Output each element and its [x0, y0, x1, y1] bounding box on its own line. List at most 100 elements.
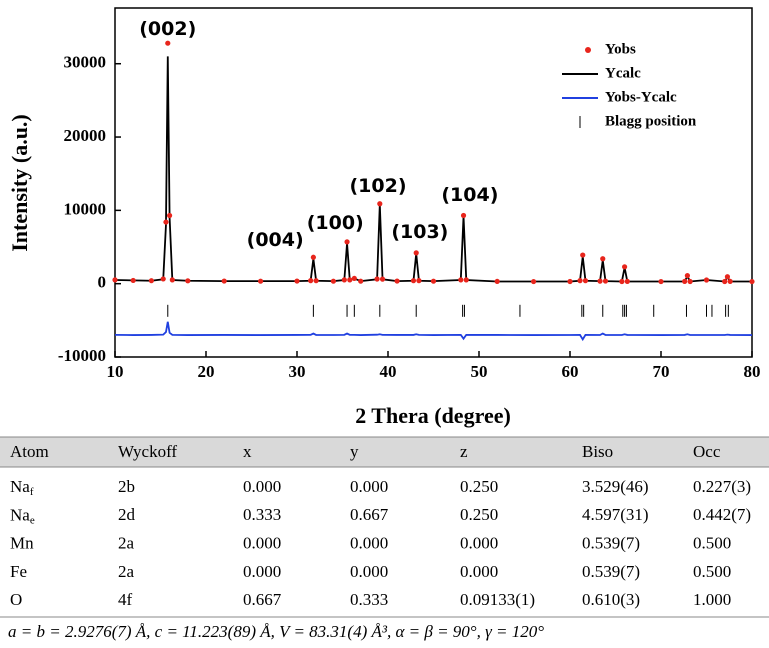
obs-point [602, 278, 609, 284]
x-tick-label: 40 [380, 362, 397, 381]
x-tick-label: 60 [562, 362, 579, 381]
obs-point [687, 278, 693, 285]
obs-point [130, 277, 136, 284]
x-axis-label: 2 Thera (degree) [355, 403, 511, 428]
legend-label: Yobs [605, 41, 636, 57]
obs-point [308, 278, 314, 284]
obs-point [430, 278, 437, 284]
obs-point [724, 274, 731, 280]
obs-point [582, 278, 589, 284]
x-tick-label: 50 [471, 362, 488, 381]
obs-point [580, 252, 586, 258]
y-tick-label: 20000 [64, 126, 107, 145]
y-tick-label: 0 [98, 273, 107, 292]
x-tick-label: 10 [107, 362, 124, 381]
cell-subscript: f [30, 486, 34, 498]
table-cell: 0.539(7) [582, 562, 640, 581]
obs-point [347, 277, 353, 283]
table-cell: Nae [10, 505, 35, 526]
table-header-cell: y [350, 442, 359, 461]
table-cell: 2b [118, 477, 135, 496]
table-cell: 4f [118, 590, 133, 609]
x-tick-label: 70 [653, 362, 670, 381]
series-line [114, 321, 753, 342]
cell-subscript: e [30, 514, 35, 526]
obs-point [185, 278, 191, 284]
obs-point [169, 277, 175, 283]
legend-label: Ycalc [605, 65, 641, 81]
table-cell: 0.500 [693, 534, 731, 553]
obs-point [344, 239, 350, 245]
obs-point [682, 278, 688, 285]
obs-point [727, 278, 733, 285]
table-cell: 0.000 [243, 534, 281, 553]
table-cell: 0.250 [460, 505, 498, 524]
table-cell: 3.529(46) [582, 477, 649, 496]
table-cell: 0.500 [693, 562, 731, 581]
table-cell: 0.000 [350, 534, 388, 553]
obs-point [577, 278, 583, 284]
x-tick-label: 20 [198, 362, 215, 381]
obs-point [377, 201, 383, 207]
obs-point [624, 278, 630, 285]
obs-point [619, 278, 625, 285]
table-cell: 0.667 [350, 505, 389, 524]
table-cell: 0.000 [350, 477, 388, 496]
peak-annotation: (103) [391, 221, 448, 243]
table-header-cell: Atom [10, 442, 49, 461]
table-header-cell: z [460, 442, 468, 461]
obs-point [167, 212, 173, 219]
obs-point [163, 219, 169, 225]
table-cell: 1.000 [693, 590, 731, 609]
table-cell: 2d [118, 505, 136, 524]
table-header-bg [0, 437, 769, 467]
table-cell: 0.000 [460, 562, 498, 581]
table-cell: 0.442(7) [693, 505, 751, 524]
table-cell: 0.09133(1) [460, 590, 535, 609]
table-cell: Naf [10, 477, 34, 498]
table-cell: 0.227(3) [693, 477, 751, 496]
table-cell: 0.333 [350, 590, 388, 609]
x-tick-label: 80 [744, 362, 761, 381]
obs-point [358, 278, 364, 284]
obs-point [313, 278, 319, 284]
table-cell: 0.667 [243, 590, 282, 609]
obs-point [413, 250, 419, 256]
obs-point [749, 278, 755, 285]
peak-annotation: (002) [139, 18, 196, 40]
obs-point [165, 40, 171, 46]
obs-point [394, 278, 400, 284]
obs-point [597, 278, 603, 284]
table-cell: Mn [10, 534, 34, 553]
obs-point [294, 278, 300, 284]
table-footer: a = b = 2.9276(7) Å, c = 11.223(89) Å, V… [8, 622, 544, 641]
table-cell: 0.000 [243, 477, 281, 496]
obs-point [374, 276, 380, 282]
obs-point [351, 275, 357, 282]
obs-point [600, 256, 606, 262]
table-cell: 0.000 [243, 562, 281, 581]
legend-label: Yobs-Ycalc [605, 89, 677, 105]
x-tick-label: 30 [289, 362, 306, 381]
table-header-cell: x [243, 442, 252, 461]
peak-annotation: (004) [247, 229, 304, 251]
legend-marker [585, 47, 591, 53]
obs-point [458, 277, 464, 283]
obs-point [310, 254, 316, 260]
obs-point [684, 273, 690, 279]
cell-main: Na [10, 505, 30, 524]
obs-point [531, 278, 537, 285]
table-header-cell: Biso [582, 442, 613, 461]
table-cell: 0.000 [350, 562, 388, 581]
obs-point [703, 277, 710, 283]
table-cell: 0.333 [243, 505, 281, 524]
obs-point [622, 264, 628, 270]
table-cell: 0.000 [460, 534, 498, 553]
table-cell: 4.597(31) [582, 505, 649, 524]
table-cell: 0.610(3) [582, 590, 640, 609]
table-header-cell: Occ [693, 442, 721, 461]
obs-point [410, 278, 417, 284]
obs-point [460, 212, 467, 219]
obs-point [416, 278, 422, 284]
